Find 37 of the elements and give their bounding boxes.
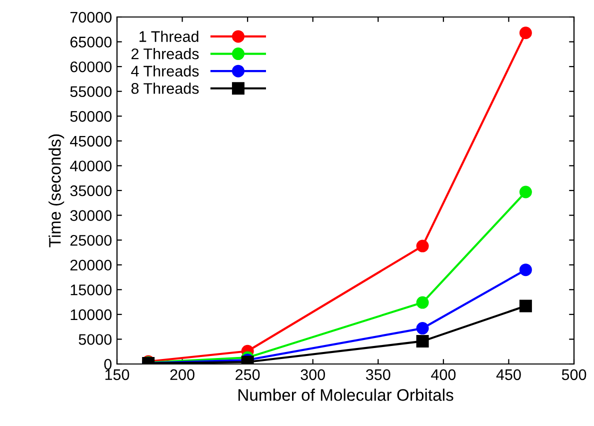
y-axis-title: Time (seconds) xyxy=(48,134,64,248)
y-tick-label: 65000 xyxy=(70,36,112,48)
point xyxy=(416,334,429,348)
y-tick-label: 10000 xyxy=(70,309,112,320)
legend-label: 8 Threads xyxy=(131,82,199,94)
x-tick-label: 350 xyxy=(366,369,390,380)
y-tick-label: 25000 xyxy=(70,234,112,246)
point xyxy=(519,26,532,40)
legend-label: 2 Threads xyxy=(132,48,199,60)
y-tick-label: 70000 xyxy=(70,12,112,23)
y-tick-label: 35000 xyxy=(70,185,112,196)
y-tick-label: 20000 xyxy=(70,260,112,271)
legend-label: 1 Thread xyxy=(140,30,198,42)
y-tick-label: 15000 xyxy=(70,284,112,296)
point xyxy=(416,296,429,309)
point xyxy=(519,300,532,312)
y-tick-label: 45000 xyxy=(70,136,112,147)
point xyxy=(519,186,532,198)
y-tick-label: 30000 xyxy=(70,210,112,221)
x-tick-label: 450 xyxy=(496,369,521,380)
point xyxy=(519,264,532,276)
y-tick-label: 55000 xyxy=(70,86,112,98)
x-tick-label: 500 xyxy=(562,369,586,380)
y-tick-label: 40000 xyxy=(70,160,112,172)
x-axis-title: Number of Molecular Orbitals xyxy=(238,388,454,401)
y-tick-label: 0 xyxy=(104,358,112,370)
x-tick-label: 250 xyxy=(236,369,260,380)
legend-label: 4 Threads xyxy=(131,65,199,77)
y-tick-label: 5000 xyxy=(78,334,112,345)
y-tick-label: 50000 xyxy=(70,111,112,122)
x-tick-label: 150 xyxy=(105,369,130,380)
point xyxy=(416,240,429,252)
point xyxy=(416,322,429,335)
x-tick-label: 200 xyxy=(170,369,194,380)
y-tick-label: 60000 xyxy=(70,61,112,72)
x-tick-label: 400 xyxy=(431,369,456,380)
x-tick-label: 300 xyxy=(300,369,326,380)
